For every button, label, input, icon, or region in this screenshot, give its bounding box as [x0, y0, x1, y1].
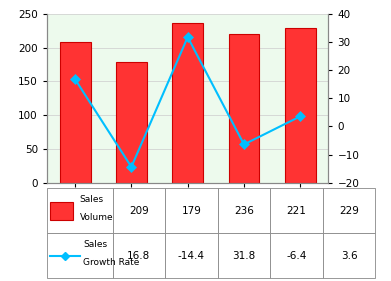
Bar — [323, 233, 375, 278]
Bar — [323, 188, 375, 233]
Bar — [47, 233, 113, 278]
Text: 236: 236 — [234, 206, 254, 216]
Text: 16.8: 16.8 — [127, 251, 151, 261]
Bar — [270, 188, 323, 233]
Bar — [228, 34, 260, 183]
Bar — [218, 233, 270, 278]
Bar — [116, 62, 147, 183]
Text: -6.4: -6.4 — [286, 251, 307, 261]
Bar — [47, 188, 113, 233]
Text: Sales: Sales — [83, 239, 107, 248]
Bar — [285, 28, 316, 183]
Text: 221: 221 — [287, 206, 307, 216]
Text: -14.4: -14.4 — [178, 251, 205, 261]
Text: Growth Rate: Growth Rate — [83, 257, 140, 266]
Text: 209: 209 — [129, 206, 149, 216]
Bar — [50, 202, 73, 220]
Text: 229: 229 — [339, 206, 359, 216]
Bar — [165, 233, 218, 278]
Bar — [172, 24, 203, 183]
Text: 31.8: 31.8 — [232, 251, 256, 261]
Bar — [59, 42, 91, 183]
Bar — [218, 188, 270, 233]
Bar — [270, 233, 323, 278]
Text: 3.6: 3.6 — [341, 251, 357, 261]
Text: Volume: Volume — [80, 212, 113, 221]
Text: 179: 179 — [181, 206, 201, 216]
Bar — [113, 233, 165, 278]
Text: Sales: Sales — [80, 194, 104, 203]
Bar — [113, 188, 165, 233]
Bar — [165, 188, 218, 233]
